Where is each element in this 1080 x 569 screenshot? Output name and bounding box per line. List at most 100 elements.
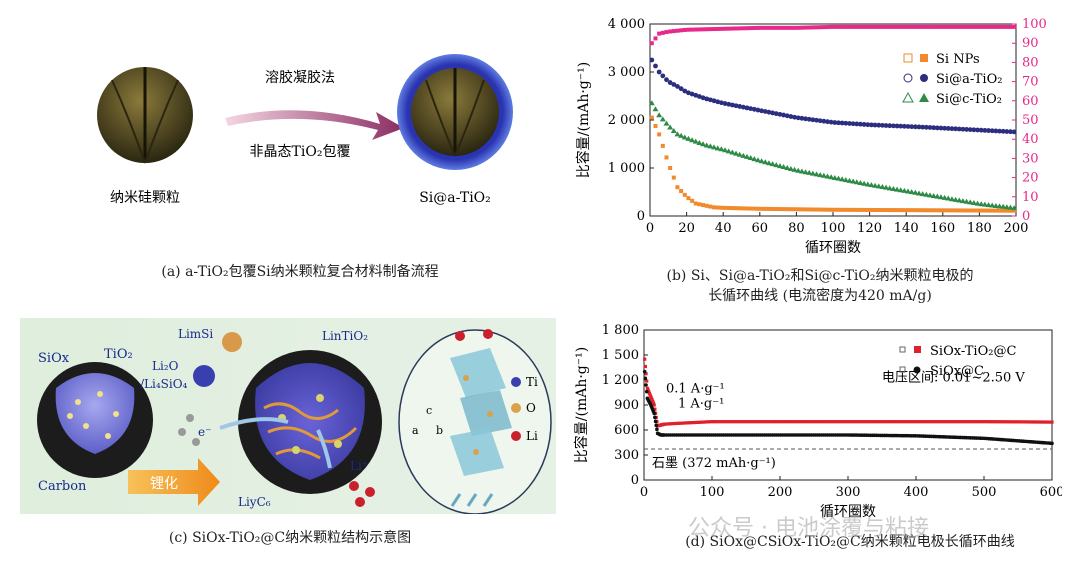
- siox-tio2-c-point: [775, 420, 779, 424]
- si-a-tio2-point: [729, 102, 735, 108]
- si-c-tio2-point: [974, 200, 981, 206]
- si-nps-point: [924, 208, 929, 213]
- si-nps-point: [664, 155, 669, 160]
- ce-point: [653, 36, 658, 41]
- axis-a-label: a: [412, 424, 419, 437]
- si-c-tio2-point: [978, 201, 985, 207]
- ce-point: [917, 24, 922, 29]
- si-a-tio2-point: [653, 63, 658, 69]
- ce-point: [964, 24, 969, 29]
- si-c-tio2-point: [872, 182, 879, 188]
- siox-tio2-c-point: [1009, 420, 1013, 424]
- siox-tio2-c-point: [693, 420, 697, 425]
- siox-tio2-c-point: [966, 420, 970, 424]
- si-nps-point: [979, 208, 984, 213]
- ce-point: [832, 24, 837, 29]
- siox-tio2-c-point: [1048, 420, 1052, 424]
- si-nps-point: [869, 207, 874, 212]
- si-nps-point: [971, 208, 976, 213]
- siox-tio2-c-point: [868, 420, 873, 424]
- si-nps-point: [832, 207, 837, 212]
- siox-tio2-c-point: [893, 420, 897, 424]
- si-c-tio2-point: [831, 174, 838, 180]
- si-nps-point: [1012, 208, 1017, 213]
- limsi-sphere: [222, 332, 242, 352]
- siox-tio2-c-point: [758, 420, 762, 424]
- siox-tio2-c-point: [860, 420, 864, 424]
- si-a-tio2-point: [825, 119, 830, 125]
- siox-tio2-c-point: [1005, 420, 1009, 424]
- si-nps-point: [865, 207, 870, 212]
- si-nps-point: [660, 143, 665, 148]
- si-c-tio2-point: [901, 187, 908, 193]
- siox-tio2-c-point: [848, 420, 852, 424]
- si-nps-point: [686, 196, 691, 201]
- siox-label: SiOx: [38, 351, 70, 366]
- si-c-tio2-point: [963, 198, 970, 204]
- si-a-tio2-point: [810, 117, 816, 123]
- siox-tio2-c-point: [1011, 420, 1015, 424]
- si-c-tio2-point: [850, 178, 857, 184]
- si-a-tio2-point: [660, 73, 666, 79]
- ce-point: [993, 24, 998, 29]
- si-nps-point: [810, 207, 815, 212]
- ce-point: [840, 24, 845, 29]
- y-tick-label: 900: [614, 398, 639, 413]
- si-nps-point: [653, 124, 658, 128]
- siox-tio2-c-point: [645, 379, 649, 383]
- si-a-tio2-point: [993, 128, 999, 134]
- siox-tio2-c-point: [938, 420, 942, 424]
- siox-tio2-c-point: [787, 420, 791, 424]
- si-c-tio2-point: [787, 165, 794, 171]
- siox-tio2-c-point: [921, 420, 926, 424]
- siox-tio2-c-point: [854, 420, 858, 424]
- y2-tick-label: 90: [1022, 36, 1039, 51]
- siox-tio2-c-point: [646, 388, 650, 392]
- si-a-tio2-point: [854, 121, 860, 127]
- panel-c: SiOx TiO₂ Carbon 锂化 LimSi Li₂O /Li₄SiO₄ …: [20, 318, 556, 515]
- si-c-tio2-point: [1003, 204, 1010, 210]
- si-a-tio2-point: [923, 124, 929, 130]
- si-nps-point: [759, 206, 764, 211]
- siox-tio2-c-point: [650, 398, 654, 402]
- si-nps-point: [920, 208, 925, 213]
- si-a-tio2-point: [751, 106, 757, 112]
- lintio2-label: LinTiO₂: [322, 329, 368, 343]
- si-c-tio2-point: [769, 161, 776, 167]
- si-nps-point: [730, 206, 735, 211]
- siox-tio2-c-point: [691, 421, 695, 425]
- siox-tio2-c-point: [724, 420, 728, 424]
- si-nps-point: [671, 175, 676, 180]
- si-a-tio2-point: [664, 77, 669, 83]
- si-a-tio2-point: [828, 119, 834, 125]
- si-c-tio2-point: [1011, 205, 1018, 211]
- si-c-tio2-point: [992, 202, 999, 208]
- li2o-sphere: [193, 365, 215, 387]
- si-nps-point: [931, 208, 936, 213]
- si-nps-point: [917, 208, 922, 213]
- si-nps-point: [829, 207, 834, 212]
- si-c-tio2-point: [696, 139, 703, 145]
- siox-tio2-c-point: [944, 420, 948, 424]
- siox-c-point: [1050, 441, 1054, 446]
- si-c-tio2-point: [912, 189, 919, 195]
- siox-tio2-c-point: [728, 420, 732, 424]
- siox-tio2-c-point: [664, 422, 669, 426]
- si-a-tio2-point: [795, 115, 801, 121]
- si-a-tio2-point: [920, 124, 926, 130]
- ce-point: [686, 27, 691, 32]
- siox-tio2-c-point: [647, 391, 652, 395]
- ce-point: [796, 25, 801, 30]
- siox-tio2-c-point: [958, 420, 962, 424]
- siox-tio2-c-point: [828, 420, 832, 424]
- method-label: 溶胶凝胶法: [265, 69, 335, 86]
- siox-tio2-c-point: [928, 420, 932, 424]
- ce-point: [884, 24, 889, 29]
- si-a-tio2-point: [927, 125, 933, 130]
- si-c-tio2-point: [956, 197, 963, 203]
- siox-tio2-c-point: [815, 420, 819, 424]
- si-nps-point: [957, 208, 962, 213]
- si-nps-point: [737, 206, 742, 211]
- siox-tio2-c-point: [1044, 420, 1048, 424]
- ce-point: [690, 27, 695, 32]
